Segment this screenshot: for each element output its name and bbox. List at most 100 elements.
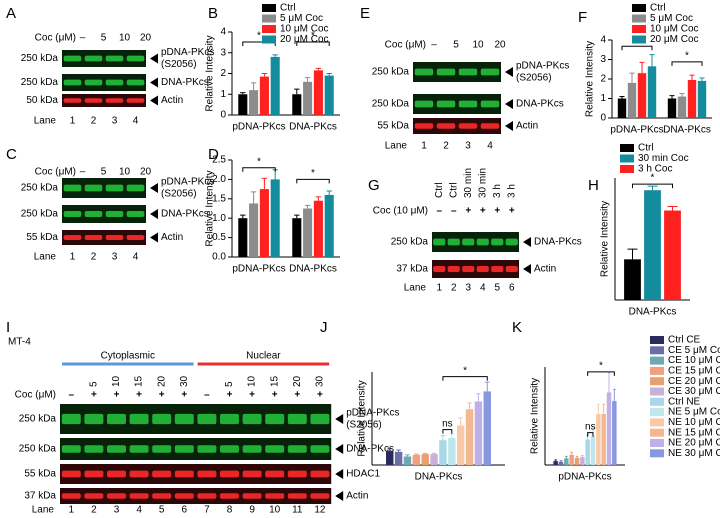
lane-number: 8 (227, 505, 233, 516)
blot-background (62, 94, 146, 107)
band (174, 470, 194, 478)
condition-label: 5 (101, 33, 107, 44)
bar (580, 457, 585, 465)
lane-number: 6 (182, 505, 188, 516)
band (84, 184, 103, 192)
band (462, 238, 475, 246)
lane-label: Lane (32, 505, 55, 516)
legend-swatch (632, 35, 646, 44)
band (414, 68, 434, 76)
band (61, 470, 81, 478)
bar (624, 259, 641, 300)
band (242, 445, 262, 453)
lane-label: Lane (34, 252, 57, 263)
arrow (150, 232, 158, 243)
bar (483, 391, 491, 465)
blot-tint (62, 205, 146, 223)
significance-bracket (442, 376, 488, 381)
band (287, 445, 307, 453)
legend-swatch (650, 387, 664, 396)
band (491, 238, 504, 246)
y-tick-label: 0.5 (212, 232, 226, 243)
lane-number: 3 (465, 141, 471, 152)
band (84, 55, 103, 62)
lane-number: 10 (269, 505, 281, 516)
treatment-level: + (509, 206, 515, 217)
lane-number: 2 (91, 505, 97, 516)
error-bar (699, 77, 705, 81)
band (84, 413, 104, 425)
lane-number: 3 (465, 283, 471, 294)
lane-number: 7 (204, 505, 210, 516)
treatment-level: + (465, 206, 471, 217)
size-label: 250 kDa (391, 237, 429, 248)
treatment-level: + (294, 390, 300, 401)
legend-swatch (650, 356, 664, 365)
lane-number: 4 (480, 283, 486, 294)
band (310, 445, 330, 453)
significance-bracket (296, 178, 330, 184)
condition-label: 5 (101, 167, 107, 178)
significance-label: * (257, 31, 261, 42)
band (152, 470, 172, 478)
x-tick-label: pDNA-PKcs (610, 125, 663, 136)
size-label: 250 kDa (19, 414, 57, 425)
treatment-level: + (249, 390, 255, 401)
condition-label: 20 (292, 375, 303, 387)
blot-tint (60, 488, 332, 504)
significance-bracket (442, 429, 453, 434)
band (436, 100, 456, 108)
legend-label: NE 10 μM Coc (668, 417, 720, 428)
bar (601, 414, 606, 465)
error-bar (405, 454, 410, 457)
error-bar (449, 433, 455, 438)
size-label: 55 kDa (377, 121, 409, 132)
band (265, 470, 285, 478)
error-bar (261, 177, 268, 190)
bar (647, 66, 657, 118)
lane-number: 6 (509, 283, 515, 294)
legend-swatch (650, 439, 664, 447)
band (447, 265, 460, 273)
lane-number: 12 (314, 505, 326, 516)
blot-background (432, 232, 519, 252)
band (105, 79, 124, 86)
band (84, 210, 103, 218)
band (129, 445, 149, 453)
legend-label: Ctrl (650, 3, 666, 14)
protein-label: DNA-PKcs (516, 99, 564, 110)
error-bar (315, 67, 322, 71)
significance-bracket (632, 183, 673, 189)
lane-number: 2 (443, 141, 449, 152)
band (61, 413, 81, 425)
size-label: 37 kDa (396, 264, 428, 275)
y-tick-label: 0.0 (212, 252, 226, 263)
size-label: 55 kDa (26, 232, 58, 243)
condition-label: 5 (453, 40, 459, 51)
protein-label: DNA-PKcs (346, 444, 394, 455)
error-bar (304, 77, 311, 82)
protein-label: DNA-PKcs (534, 237, 582, 248)
band (287, 470, 307, 478)
protein-label: Actin (534, 264, 556, 275)
bar (430, 454, 438, 465)
legend-swatch (632, 4, 646, 12)
band (152, 445, 172, 453)
bar (292, 94, 302, 115)
legend-swatch (262, 25, 276, 33)
band (220, 470, 239, 478)
arrow (150, 53, 158, 64)
size-label: 250 kDa (21, 183, 59, 194)
error-bar (326, 190, 332, 195)
y-tick-label: 2.0 (212, 174, 226, 185)
legend-label: Ctrl (280, 3, 296, 14)
error-bar (414, 453, 419, 455)
bar (596, 414, 601, 465)
group-label: Nuclear (246, 351, 281, 362)
y-tick-label: 4 (600, 35, 606, 46)
band (197, 445, 217, 453)
significance-label: ns (442, 418, 453, 429)
significance-label: * (311, 168, 315, 179)
legend-label: 20 μM Coc (650, 34, 699, 45)
significance-bracket (587, 432, 594, 437)
